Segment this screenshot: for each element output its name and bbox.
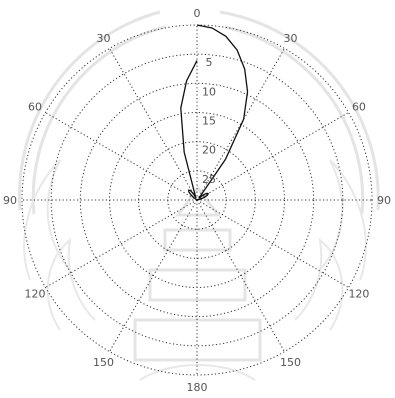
grid-spoke-120: [196, 199, 349, 288]
angle-tick-label: 150: [93, 356, 114, 369]
grid-ring-5: [50, 53, 344, 347]
grid-spoke-210: [109, 199, 198, 352]
angle-tick-label: 0: [194, 7, 201, 20]
grid-spoke-330: [109, 48, 198, 201]
angle-tick-label: 150: [280, 356, 301, 369]
angle-tick-labels: 0 30 60 90 120 150 180 150 120 90 60 30: [3, 7, 391, 394]
angle-tick-label: 60: [28, 101, 42, 114]
radial-tick-label: 20: [202, 144, 216, 157]
angle-tick-label: 180: [187, 381, 208, 394]
pattern-series-0: [180, 24, 249, 201]
grid-ring-10: [79, 82, 315, 318]
grid-spoke-240: [45, 199, 198, 288]
radial-tick-label: 25: [202, 173, 216, 186]
seal-watermark: [17, 10, 380, 381]
angle-tick-label: 120: [25, 288, 46, 301]
radial-tick-label: 15: [202, 115, 216, 128]
angle-tick-label: 30: [97, 32, 111, 45]
grid-ring-0: [21, 24, 373, 376]
radial-tick-labels: 5 10 15 20 25: [202, 56, 216, 186]
grid-spoke-150: [196, 199, 285, 352]
angle-tick-label: 120: [348, 288, 369, 301]
angle-tick-label: 30: [284, 32, 298, 45]
grid-spoke-60: [196, 112, 349, 201]
radial-tick-label: 10: [202, 85, 216, 98]
radial-tick-label: 5: [206, 56, 213, 69]
angle-tick-label: 90: [377, 194, 391, 207]
angle-tick-label: 90: [3, 194, 17, 207]
grid-spoke-300: [45, 112, 198, 201]
angle-tick-label: 60: [352, 101, 366, 114]
radiation-pattern: [180, 24, 249, 201]
polar-grid: [21, 24, 373, 376]
